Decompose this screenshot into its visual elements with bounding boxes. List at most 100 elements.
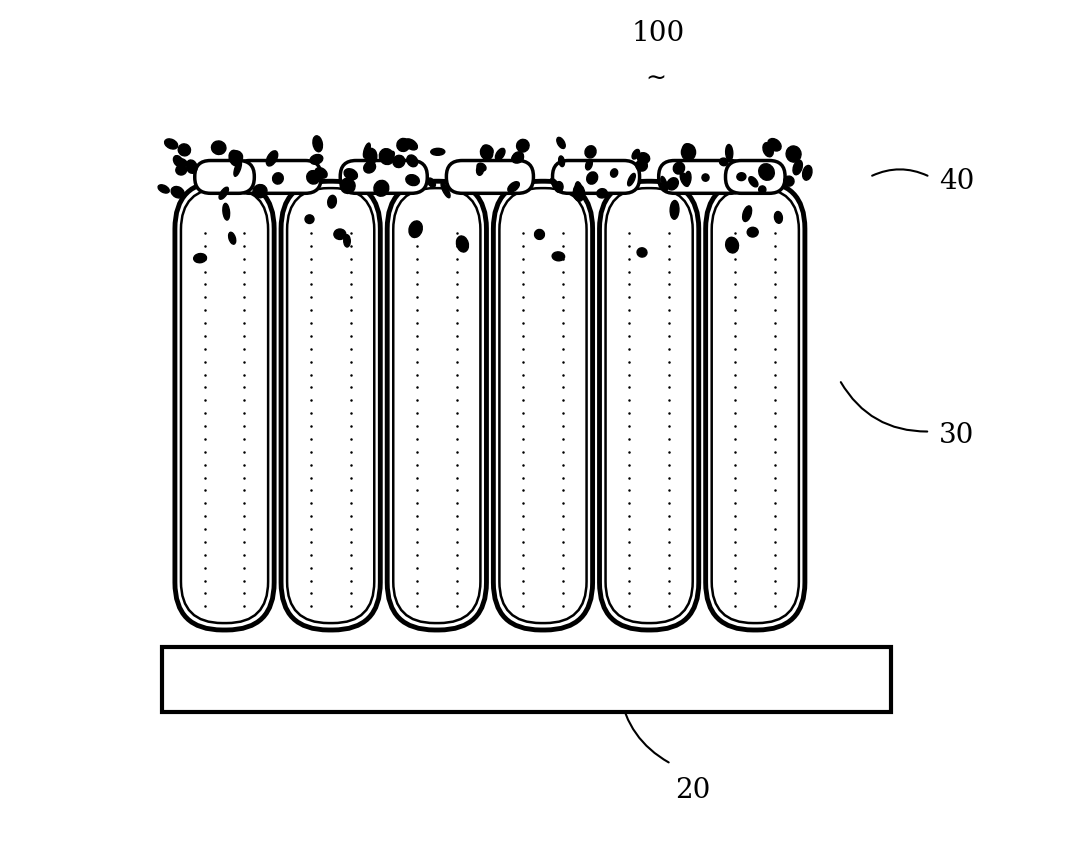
Ellipse shape — [212, 141, 226, 154]
Ellipse shape — [178, 144, 190, 156]
Ellipse shape — [430, 148, 444, 155]
Ellipse shape — [749, 177, 758, 187]
FancyBboxPatch shape — [600, 181, 699, 630]
Ellipse shape — [661, 177, 667, 192]
Ellipse shape — [793, 161, 803, 174]
Ellipse shape — [637, 248, 646, 257]
FancyBboxPatch shape — [447, 161, 533, 193]
Ellipse shape — [158, 185, 169, 193]
Text: 100: 100 — [631, 21, 685, 47]
Ellipse shape — [763, 142, 773, 157]
Ellipse shape — [768, 139, 781, 151]
FancyBboxPatch shape — [234, 161, 321, 193]
Ellipse shape — [638, 153, 650, 163]
Ellipse shape — [393, 155, 405, 167]
Ellipse shape — [407, 155, 417, 167]
Ellipse shape — [632, 149, 640, 159]
Ellipse shape — [165, 139, 178, 149]
FancyBboxPatch shape — [287, 188, 375, 623]
Ellipse shape — [313, 135, 322, 152]
Ellipse shape — [674, 162, 685, 174]
FancyBboxPatch shape — [341, 161, 427, 193]
Ellipse shape — [229, 151, 242, 164]
FancyBboxPatch shape — [393, 188, 480, 623]
Ellipse shape — [328, 195, 336, 208]
Ellipse shape — [344, 235, 351, 247]
Ellipse shape — [456, 236, 468, 252]
Ellipse shape — [223, 204, 229, 220]
FancyBboxPatch shape — [712, 188, 799, 623]
Ellipse shape — [586, 172, 597, 184]
FancyBboxPatch shape — [606, 188, 692, 623]
Ellipse shape — [476, 164, 484, 175]
FancyBboxPatch shape — [181, 188, 269, 623]
Ellipse shape — [553, 252, 565, 261]
Ellipse shape — [219, 187, 228, 199]
Ellipse shape — [396, 138, 410, 152]
Ellipse shape — [747, 227, 758, 237]
Ellipse shape — [307, 171, 320, 184]
Ellipse shape — [496, 148, 505, 161]
Text: $\sim$: $\sim$ — [641, 65, 666, 89]
FancyBboxPatch shape — [658, 161, 746, 193]
Ellipse shape — [410, 221, 423, 237]
Ellipse shape — [573, 185, 584, 201]
Ellipse shape — [341, 178, 355, 193]
Ellipse shape — [670, 200, 679, 219]
Ellipse shape — [174, 155, 183, 167]
Ellipse shape — [784, 176, 794, 186]
Ellipse shape — [726, 144, 733, 161]
Ellipse shape — [726, 237, 738, 253]
Ellipse shape — [334, 229, 346, 239]
FancyBboxPatch shape — [175, 181, 274, 630]
Text: 20: 20 — [675, 777, 711, 803]
FancyBboxPatch shape — [553, 161, 640, 193]
Ellipse shape — [253, 185, 268, 198]
Ellipse shape — [535, 230, 545, 239]
Ellipse shape — [480, 146, 492, 160]
Text: 40: 40 — [939, 167, 974, 195]
Ellipse shape — [176, 165, 187, 175]
Ellipse shape — [305, 215, 314, 224]
Ellipse shape — [177, 159, 187, 167]
Ellipse shape — [508, 182, 520, 192]
Ellipse shape — [266, 151, 277, 166]
FancyBboxPatch shape — [194, 161, 254, 193]
FancyBboxPatch shape — [725, 161, 785, 193]
FancyBboxPatch shape — [494, 181, 593, 630]
FancyBboxPatch shape — [388, 181, 486, 630]
Ellipse shape — [406, 174, 419, 186]
Ellipse shape — [555, 181, 563, 192]
Ellipse shape — [234, 161, 241, 176]
Ellipse shape — [743, 206, 751, 222]
Ellipse shape — [171, 186, 185, 198]
FancyBboxPatch shape — [705, 181, 805, 630]
Ellipse shape — [803, 166, 812, 180]
Ellipse shape — [585, 146, 596, 158]
FancyBboxPatch shape — [499, 188, 586, 623]
Ellipse shape — [364, 161, 376, 173]
Ellipse shape — [316, 167, 328, 179]
Ellipse shape — [427, 178, 436, 187]
Ellipse shape — [557, 137, 566, 148]
Ellipse shape — [597, 189, 607, 198]
Ellipse shape — [344, 168, 357, 180]
Ellipse shape — [786, 146, 802, 162]
Ellipse shape — [685, 172, 691, 186]
Ellipse shape — [186, 160, 197, 173]
Ellipse shape — [229, 150, 241, 166]
Ellipse shape — [774, 211, 782, 224]
Ellipse shape — [404, 139, 417, 150]
Ellipse shape — [682, 144, 691, 152]
Ellipse shape — [610, 169, 618, 177]
Ellipse shape — [512, 154, 523, 163]
Ellipse shape — [388, 151, 394, 159]
Ellipse shape — [477, 163, 486, 171]
Ellipse shape — [193, 254, 206, 262]
Ellipse shape — [441, 182, 450, 198]
Ellipse shape — [575, 182, 582, 198]
Ellipse shape — [628, 173, 636, 186]
FancyBboxPatch shape — [281, 181, 380, 630]
Ellipse shape — [667, 178, 678, 190]
Ellipse shape — [483, 145, 494, 154]
